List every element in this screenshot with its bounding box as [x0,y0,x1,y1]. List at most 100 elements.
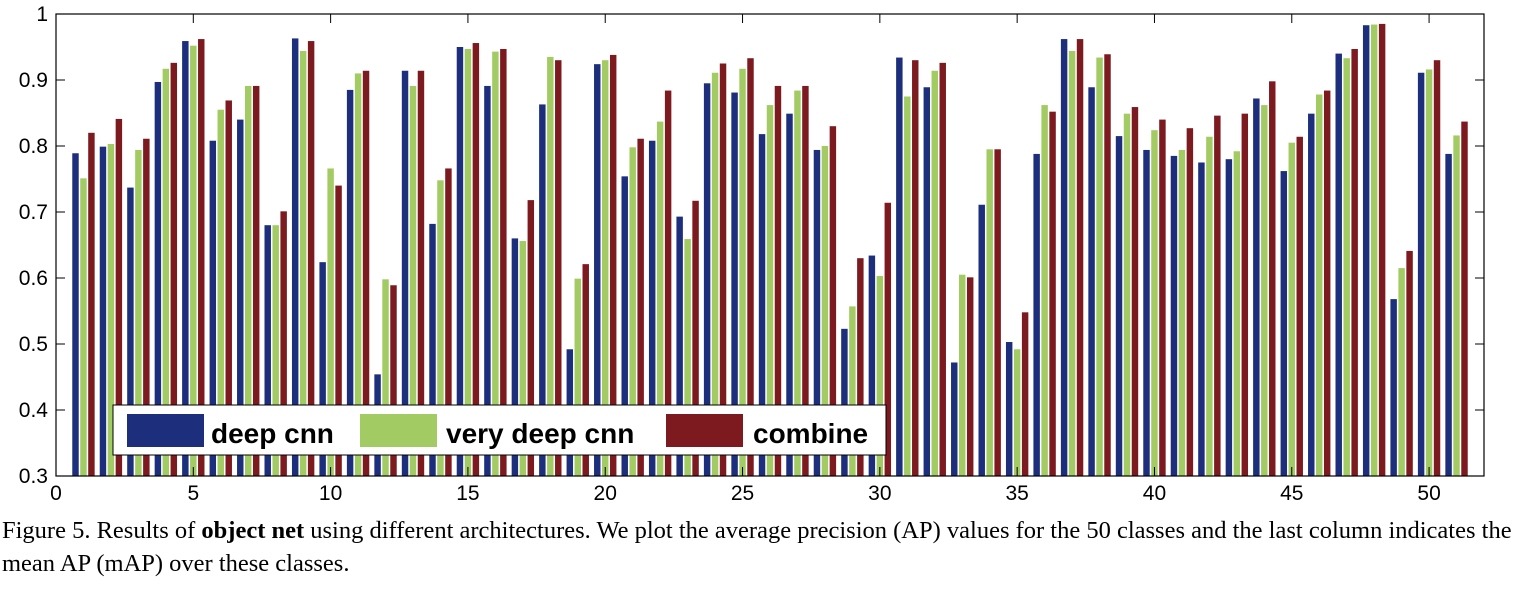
bar-deep-cnn-3 [127,187,134,476]
bar-combine-32 [939,62,946,477]
bar-combine-46 [1323,90,1331,476]
bar-very-deep-cnn-44 [1261,105,1268,476]
bar-very-deep-cnn-31 [904,96,911,476]
bar-combine-29 [857,258,864,476]
axes-layer: 0.30.40.50.60.70.80.910 5 10 15 20 25 30 35 40 45… [19,3,1485,505]
bar-very-deep-cnn-40 [1151,130,1158,476]
bar-combine-12 [390,285,397,476]
bar-combine-21 [637,138,644,477]
bar-combine-14 [445,168,452,476]
bar-very-deep-cnn-16 [492,51,499,477]
bar-very-deep-cnn-32 [931,70,938,476]
legend-label-deep-cnn: deep cnn [211,418,334,449]
bar-combine-49 [1406,250,1413,476]
bar-deep-cnn-21 [621,176,628,477]
bar-deep-cnn-32 [923,87,931,476]
bar-deep-cnn-5 [182,41,189,477]
bar-very-deep-cnn-33 [959,274,966,476]
bar-deep-cnn-45 [1280,171,1288,476]
bar-deep-cnn-6 [209,140,217,476]
bar-deep-cnn-37 [1060,39,1068,476]
bar-combine-5 [198,39,205,476]
legend-label-very-deep-cnn: very deep cnn [446,418,634,449]
bar-very-deep-cnn-6 [217,109,224,476]
bar-very-deep-cnn-7 [245,85,252,476]
bar-deep-cnn-33 [951,362,958,476]
bar-combine-37 [1076,39,1084,476]
bar-combine-41 [1186,128,1194,476]
bar-very-deep-cnn-50 [1425,69,1433,476]
bar-combine-42 [1214,115,1221,476]
bar-deep-cnn-16 [484,85,491,476]
bar-combine-8 [280,211,287,476]
bar-combine-28 [829,126,837,476]
bar-deep-cnn-49 [1390,299,1397,476]
bars-layer [72,23,1468,477]
bar-deep-cnn-34 [978,204,985,477]
bar-very-deep-cnn-24 [711,72,719,477]
bar-deep-cnn-38 [1088,87,1095,476]
bar-combine-25 [747,58,754,476]
bar-deep-cnn-44 [1253,98,1260,476]
bar-very-deep-cnn-37 [1068,50,1076,477]
bar-very-deep-cnn-43 [1233,151,1241,476]
bar-very-deep-cnn-35 [1013,349,1021,476]
bar-combine-50 [1433,60,1441,476]
bar-very-deep-cnn-21 [629,147,636,476]
bar-very-deep-cnn-4 [162,68,170,476]
bar-very-deep-cnn-11 [354,73,362,477]
x-tick-label: 0 [50,482,62,505]
bar-deep-cnn-51 [1445,153,1452,477]
bar-deep-cnn-18 [539,104,546,477]
bar-deep-cnn-14 [429,223,436,476]
bar-deep-cnn-24 [703,83,711,477]
bar-very-deep-cnn-14 [437,180,444,476]
y-tick-label: 0.4 [19,399,49,422]
bar-combine-16 [500,48,507,476]
y-tick-label: 0.5 [19,333,48,356]
bar-deep-cnn-20 [594,64,601,476]
bar-deep-cnn-15 [456,47,464,476]
x-tick-label: 5 [187,482,199,505]
bar-combine-9 [307,41,315,477]
plot-frame [55,13,1485,477]
x-tick-label: 40 [1143,482,1166,505]
x-tick-label: 10 [319,482,342,505]
y-tick-label: 0.3 [19,465,48,488]
bar-combine-33 [966,277,974,476]
y-tick-label: 0.9 [19,69,48,92]
bar-combine-43 [1241,113,1249,476]
bar-deep-cnn-2 [99,146,107,476]
bar-combine-20 [609,54,617,477]
legend-label-combine: combine [753,418,868,449]
bar-deep-cnn-50 [1417,72,1425,477]
bar-very-deep-cnn-18 [547,56,554,477]
bar-very-deep-cnn-10 [327,168,334,476]
bar-combine-35 [1021,312,1029,476]
bar-combine-11 [362,70,370,476]
bar-deep-cnn-8 [264,225,271,476]
bar-very-deep-cnn-25 [739,68,746,476]
bar-combine-51 [1461,121,1468,476]
x-tick-label: 30 [868,482,891,505]
x-tick-label: 25 [731,482,754,505]
bar-combine-4 [170,62,178,477]
bar-deep-cnn-41 [1170,155,1178,476]
bar-deep-cnn-31 [896,57,903,477]
bar-very-deep-cnn-46 [1316,94,1323,477]
bar-deep-cnn-48 [1362,25,1370,476]
bar-very-deep-cnn-13 [409,85,417,476]
x-tick-label: 45 [1280,482,1303,505]
bar-combine-7 [252,85,260,476]
bar-combine-13 [417,70,425,476]
bar-combine-24 [719,63,727,476]
bar-very-deep-cnn-22 [656,121,664,476]
bar-combine-36 [1049,111,1056,477]
bar-very-deep-cnn-27 [794,90,801,476]
bar-very-deep-cnn-8 [272,225,279,476]
x-tick-label: 15 [456,482,479,505]
bar-combine-39 [1131,107,1139,476]
bar-very-deep-cnn-28 [821,146,829,476]
bar-combine-31 [912,60,919,476]
legend-swatch-combine [666,414,743,447]
